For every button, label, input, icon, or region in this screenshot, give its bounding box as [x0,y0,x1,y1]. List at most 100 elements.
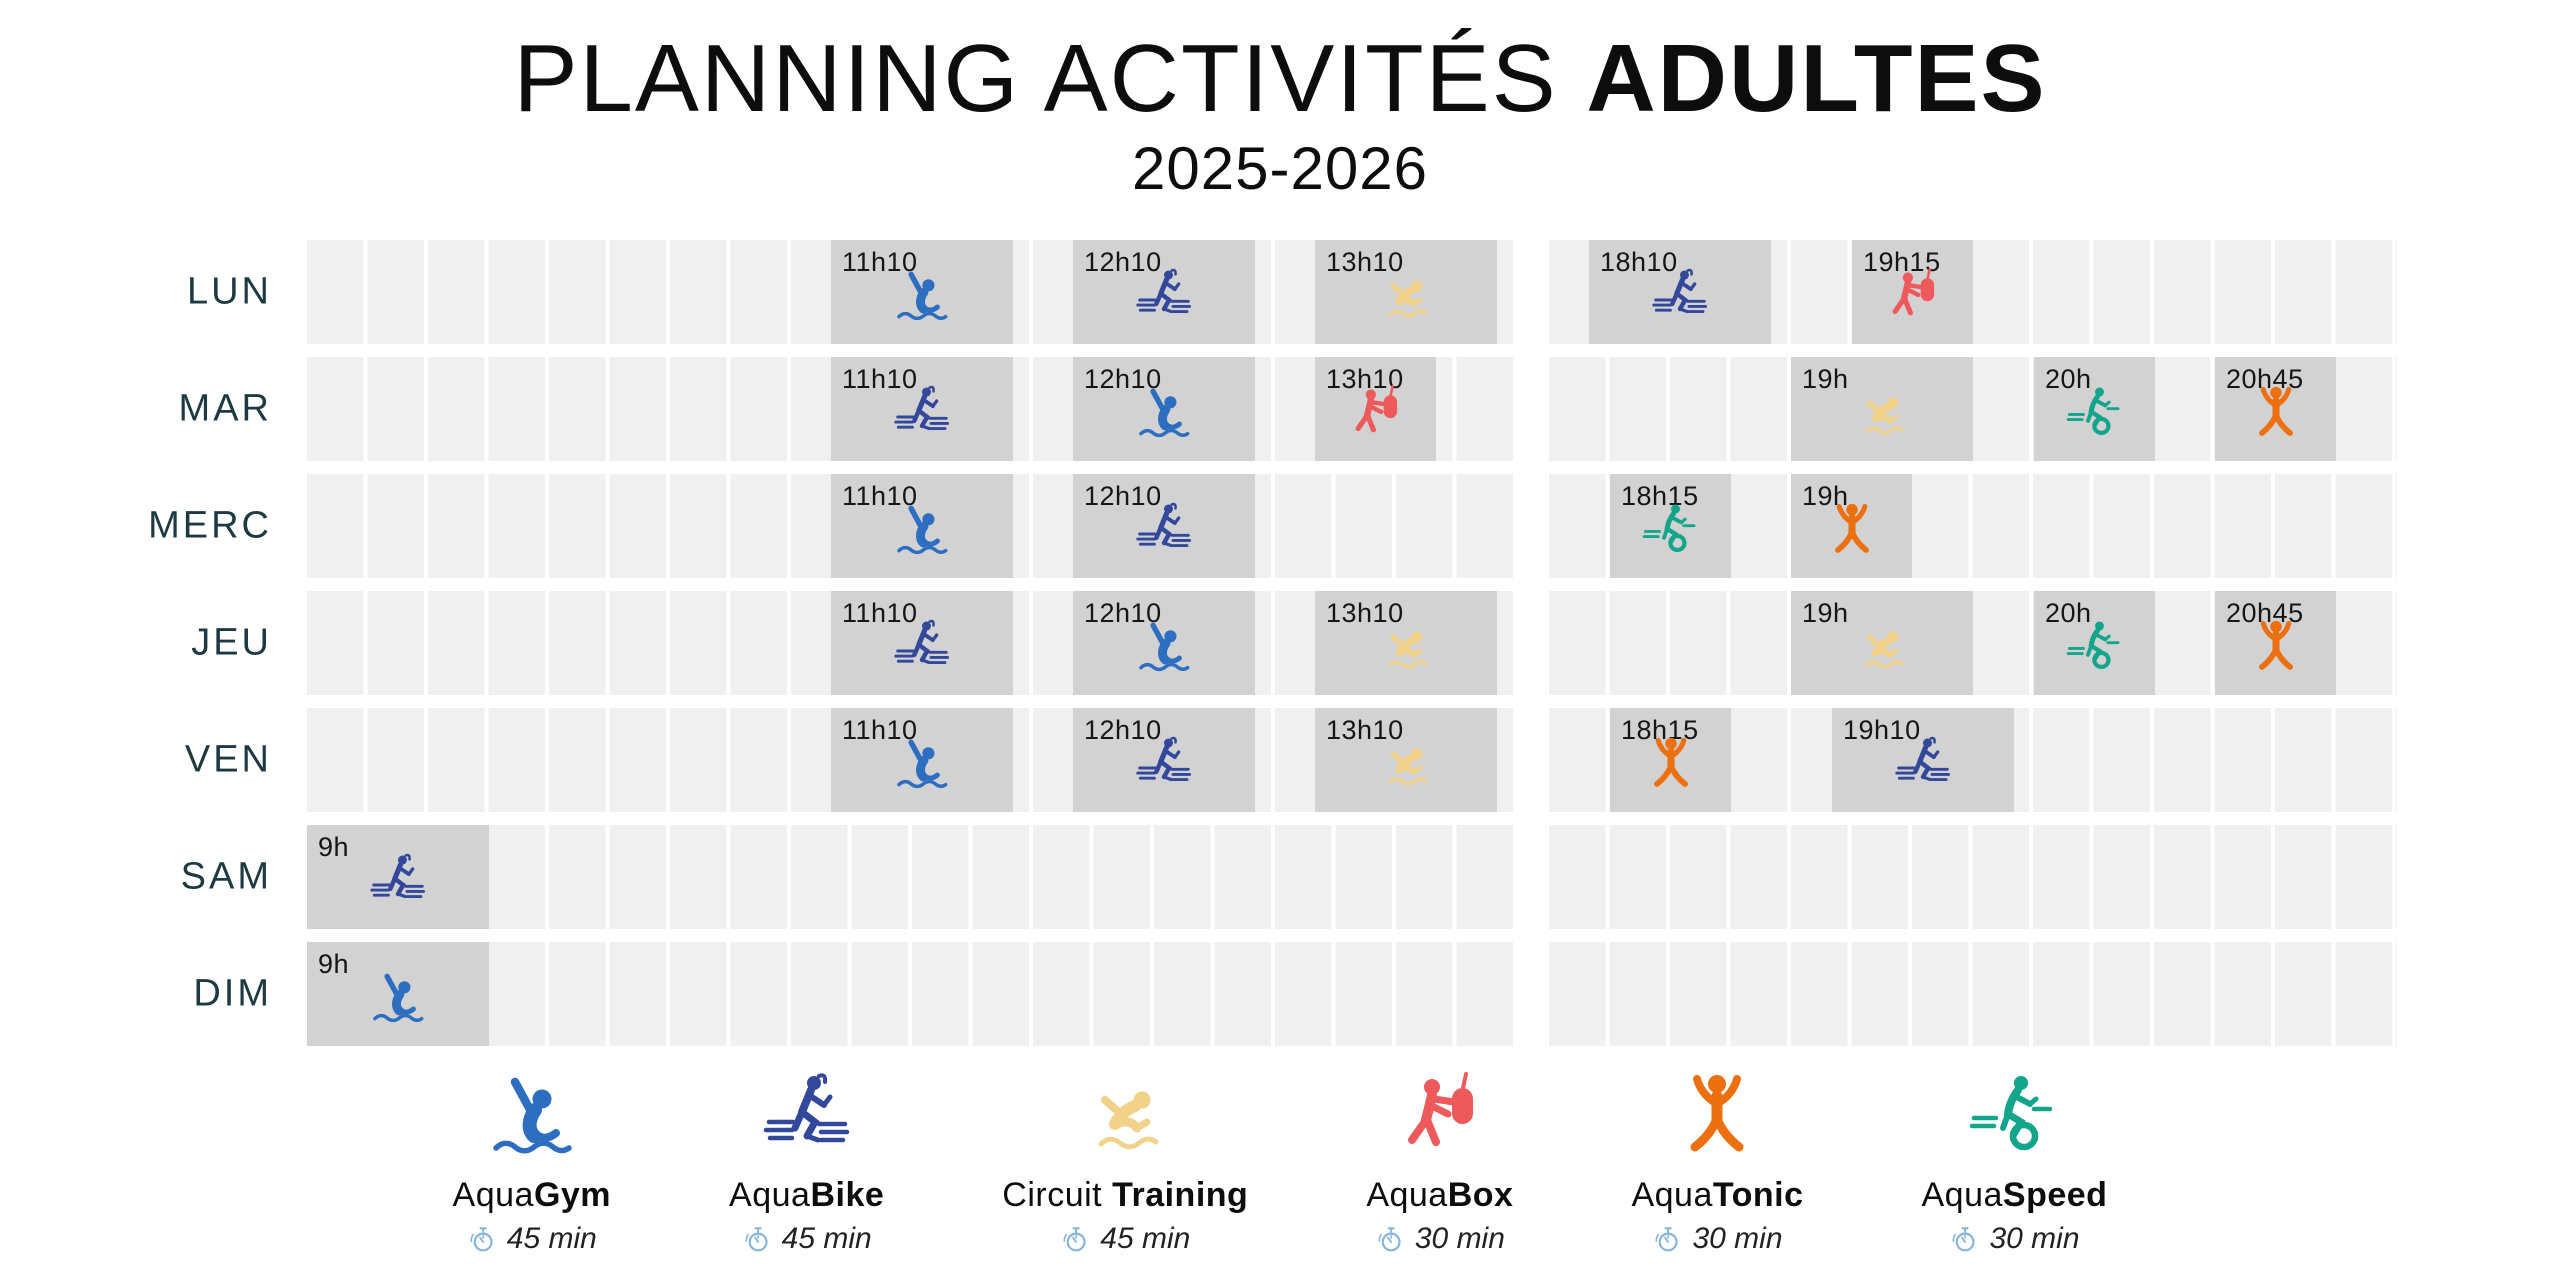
legend-name-regular: Aqua [452,1176,534,1214]
legend-duration: 45 min [467,1222,597,1256]
session-mar-11h10-aquabike: 11h10 [831,357,1013,461]
session-time: 12h10 [1084,247,1162,277]
legend-duration: 30 min [1949,1222,2080,1256]
aquaspeed-icon [2063,385,2127,449]
duration-text: 45 min [781,1222,872,1255]
session-dim-9h-aquagym: 9h [307,942,489,1046]
session-jeu-19h-circuit: 19h [1791,591,1973,695]
legend-name-regular: Aqua [1366,1176,1448,1214]
aquabike-icon [1648,268,1712,332]
time-grid-morning: 11h10 12h10 [307,474,1517,578]
session-time: 11h10 [842,598,918,628]
stopwatch-icon [1060,1224,1091,1255]
legend-activity-name: AquaSpeed [1922,1176,2108,1215]
legend-name-bold: Gym [533,1176,612,1214]
legend-item-aquabox: AquaBox 30 min [1366,1072,1513,1256]
day-row-mar: MAR 11h10 12h10 13h10 19h 20h 20h45 [0,357,2560,461]
legend-item-aquaspeed: AquaSpeed 30 min [1922,1072,2108,1256]
session-time: 19h [1802,598,1849,628]
session-lun-19h15-aquabox: 19h15 [1852,240,1973,344]
session-time: 20h [2045,598,2092,628]
day-label: SAM [180,855,272,898]
aquaspeed-icon [1964,1072,2064,1172]
session-ven-18h15-aquatonic: 18h15 [1610,708,1731,812]
legend-duration: 45 min [1060,1222,1190,1256]
legend-activity-name: AquaGym [453,1176,612,1215]
season-subtitle: 2025-2026 [1132,134,1428,202]
day-label: LUN [186,270,272,313]
aquatonic-icon [2244,619,2308,683]
aquabike-icon [890,385,954,449]
session-ven-13h10-circuit: 13h10 [1315,708,1497,812]
session-merc-12h10-aquabike: 12h10 [1073,474,1255,578]
session-time: 18h15 [1621,481,1699,511]
day-row-lun: LUN 11h10 12h10 13h10 18h10 19h15 [0,240,2560,344]
day-label: VEN [184,738,272,781]
time-grid-evening [1549,825,2397,929]
aquabike-icon [1132,502,1196,566]
legend-activity-name: AquaTonic [1631,1176,1803,1215]
session-ven-11h10-aquagym: 11h10 [831,708,1013,812]
session-mar-20h45-aquatonic: 20h45 [2215,357,2336,461]
legend-name-bold: Box [1447,1176,1514,1214]
aquagym-icon [1132,385,1196,449]
time-grid-evening [1549,942,2397,1046]
session-jeu-12h10-aquagym: 12h10 [1073,591,1255,695]
duration-text: 45 min [1100,1222,1191,1255]
aquabike-icon [1891,736,1955,800]
legend-name-regular: Aqua [729,1176,811,1214]
circuit-icon [1075,1072,1175,1172]
day-label: JEU [191,621,272,664]
session-mar-20h-aquaspeed: 20h [2034,357,2155,461]
time-grid-evening: 19h 20h 20h45 [1549,357,2397,461]
time-grid-evening: 18h15 19h [1549,474,2397,578]
time-grid-evening: 18h15 19h10 [1549,708,2397,812]
aquaspeed-icon [1639,502,1703,566]
session-merc-11h10-aquagym: 11h10 [831,474,1013,578]
legend-duration: 30 min [1375,1222,1505,1256]
session-time: 13h10 [1326,598,1404,628]
session-jeu-20h-aquaspeed: 20h [2034,591,2155,695]
circuit-icon [1374,619,1438,683]
legend-item-aquagym: AquaGym 45 min [453,1072,612,1256]
session-time: 9h [318,949,350,979]
circuit-icon [1850,385,1914,449]
stopwatch-icon [467,1224,498,1255]
aquabike-icon [1132,736,1196,800]
legend-name-bold: Speed [2002,1176,2108,1214]
day-row-ven: VEN 11h10 12h10 13h10 18h15 19h10 [0,708,2560,812]
session-time: 13h10 [1326,247,1404,277]
session-time: 12h10 [1084,364,1162,394]
time-grid-morning: 11h10 12h10 13h10 [307,240,1517,344]
day-label: DIM [193,972,272,1015]
day-label: MERC [148,504,272,547]
session-ven-19h10-aquabike: 19h10 [1832,708,2014,812]
session-time: 12h10 [1084,598,1162,628]
aquatonic-icon [2244,385,2308,449]
aquabike-icon [890,619,954,683]
session-time: 13h10 [1326,364,1404,394]
session-time: 18h10 [1600,247,1678,277]
aquagym-icon [890,502,954,566]
session-time: 11h10 [842,481,918,511]
session-time: 13h10 [1326,715,1404,745]
session-time: 9h [318,832,350,862]
aquagym-icon [482,1072,582,1172]
schedule-grid: LUN 11h10 12h10 13h10 18h10 19h15 MAR 11h10 12h1… [0,240,2560,1059]
session-time: 12h10 [1084,715,1162,745]
duration-text: 30 min [1692,1222,1783,1255]
session-lun-18h10-aquabike: 18h10 [1589,240,1771,344]
aquagym-icon [890,268,954,332]
legend-activity-name: AquaBox [1366,1176,1513,1215]
time-grid-morning: 9h [307,942,1517,1046]
aquagym-icon [1132,619,1196,683]
duration-text: 30 min [1989,1222,2080,1255]
legend-item-circuit: Circuit Training 45 min [1002,1072,1248,1256]
legend-name-bold: Training [1112,1176,1249,1214]
legend-duration: 45 min [742,1222,872,1256]
circuit-icon [1374,268,1438,332]
session-mar-13h10-aquabox: 13h10 [1315,357,1436,461]
legend-activity-name: AquaBike [729,1176,884,1215]
aquaspeed-icon [2063,619,2127,683]
